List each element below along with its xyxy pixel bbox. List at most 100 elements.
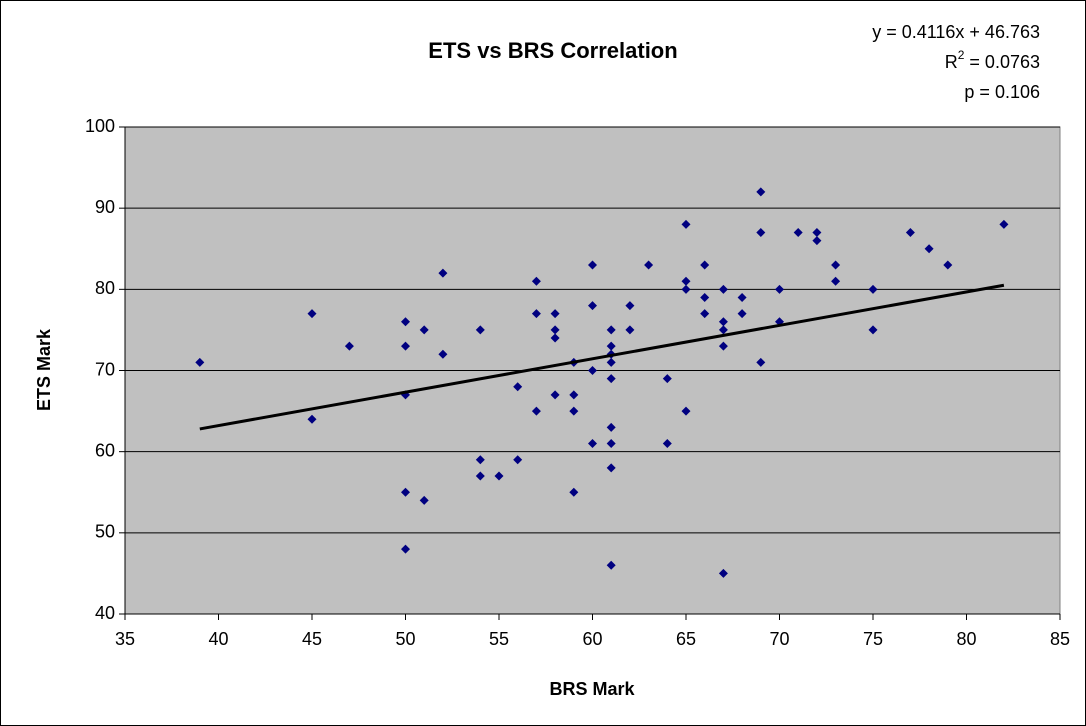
scatter-point: [606, 560, 616, 570]
x-tick-label: 55: [489, 629, 509, 649]
scatter-point: [475, 325, 485, 335]
x-tick-label: 75: [863, 629, 883, 649]
equation: y = 0.4116x + 46.763: [872, 22, 1040, 42]
scatter-point: [550, 390, 560, 400]
x-tick-label: 85: [1050, 629, 1070, 649]
scatter-point: [606, 357, 616, 367]
y-tick-label: 60: [95, 440, 115, 460]
scatter-point: [718, 325, 728, 335]
scatter-point: [606, 325, 616, 335]
x-tick-label: 35: [115, 629, 135, 649]
scatter-point: [550, 325, 560, 335]
scatter-point: [438, 349, 448, 359]
scatter-point: [550, 309, 560, 319]
scatter-point: [513, 382, 523, 392]
y-tick-label: 50: [95, 522, 115, 542]
x-tick-label: 80: [956, 629, 976, 649]
scatter-point: [569, 487, 579, 497]
scatter-point: [401, 341, 410, 351]
scatter-point: [700, 309, 710, 319]
x-tick-label: 45: [302, 629, 322, 649]
scatter-point: [195, 357, 205, 367]
x-tick-label: 50: [395, 629, 415, 649]
scatter-point: [700, 292, 710, 302]
scatter-point: [718, 284, 728, 294]
scatter-point: [831, 260, 841, 270]
x-tick-label: 40: [208, 629, 228, 649]
scatter-point: [550, 333, 560, 343]
scatter-point: [307, 309, 317, 319]
scatter-point: [401, 544, 410, 554]
scatter-point: [681, 276, 691, 286]
scatter-point: [700, 260, 710, 270]
scatter-point: [812, 228, 822, 238]
scatter-point: [905, 228, 915, 238]
scatter-point: [625, 301, 635, 311]
x-tick-label: 70: [769, 629, 789, 649]
scatter-point: [307, 414, 317, 424]
r-squared-r: R: [945, 52, 958, 72]
scatter-point: [662, 374, 672, 384]
scatter-point: [718, 341, 728, 351]
scatter-point: [718, 317, 728, 327]
scatter-point: [868, 284, 878, 294]
scatter-point: [943, 260, 953, 270]
scatter-point: [438, 268, 448, 278]
scatter-point: [812, 236, 822, 246]
scatter-point: [625, 325, 635, 335]
scatter-point: [419, 495, 429, 505]
scatter-point: [531, 276, 541, 286]
scatter-point: [662, 439, 672, 449]
scatter-point: [475, 455, 485, 465]
scatter-point: [401, 317, 410, 327]
scatter-point: [588, 366, 597, 375]
scatter-point: [756, 357, 766, 367]
scatter-point: [588, 301, 597, 311]
scatter-point: [569, 390, 579, 400]
scatter-point: [999, 219, 1009, 229]
scatter-point: [513, 455, 523, 465]
scatter-point: [681, 219, 691, 229]
x-axis-label: BRS Mark: [549, 679, 635, 699]
scatter-point: [588, 439, 597, 449]
p-value: p = 0.106: [964, 82, 1040, 102]
scatter-point: [718, 568, 728, 578]
scatter-point: [868, 325, 878, 335]
scatter-point: [419, 325, 429, 335]
scatter-point: [606, 422, 616, 432]
scatter-point: [737, 292, 747, 302]
scatter-point: [588, 260, 597, 270]
trendline: [199, 283, 1005, 431]
y-tick-label: 80: [95, 278, 115, 298]
scatter-point: [831, 276, 841, 286]
y-axis-label: ETS Mark: [34, 328, 54, 411]
x-tick-label: 60: [582, 629, 602, 649]
scatter-point: [531, 309, 541, 319]
scatter-point: [475, 471, 485, 481]
scatter-point: [924, 244, 934, 254]
scatter-point: [644, 260, 654, 270]
scatter-point: [756, 187, 766, 197]
r-squared-sup: 2: [958, 48, 965, 62]
y-tick-label: 90: [95, 197, 115, 217]
scatter-point: [681, 406, 691, 416]
scatter-point: [606, 374, 616, 384]
x-tick-label: 65: [676, 629, 696, 649]
scatter-point: [681, 284, 691, 294]
scatter-point: [793, 228, 803, 238]
scatter-point: [606, 463, 616, 473]
r-squared: R2 = 0.0763: [945, 48, 1040, 72]
scatter-point: [606, 341, 616, 351]
scatter-point: [494, 471, 504, 481]
y-tick-label: 70: [95, 359, 115, 379]
y-tick-label: 100: [85, 116, 115, 136]
scatter-point: [775, 284, 784, 294]
scatter-point: [606, 439, 616, 449]
scatter-point: [737, 309, 747, 319]
scatter-point: [401, 487, 410, 497]
r-squared-value: = 0.0763: [964, 52, 1040, 72]
scatter-point: [569, 406, 579, 416]
y-tick-label: 40: [95, 603, 115, 623]
chart-title: ETS vs BRS Correlation: [428, 38, 677, 63]
